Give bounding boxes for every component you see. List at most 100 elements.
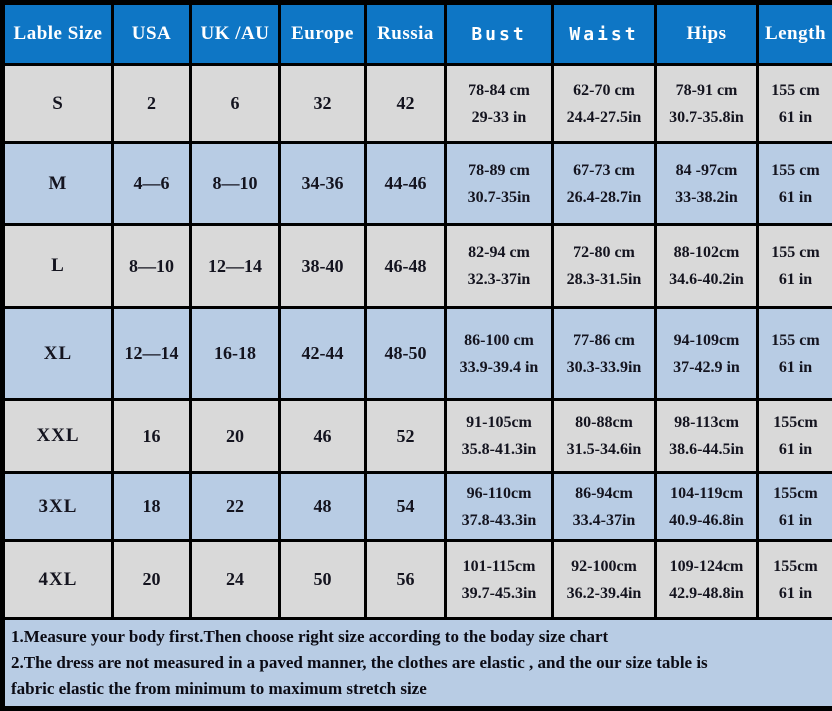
measurement-line: 37-42.9 in	[657, 354, 756, 381]
measurement-line: 61 in	[759, 580, 832, 607]
table-cell: 42	[366, 65, 446, 143]
measurement-line: 109-124cm	[657, 553, 756, 580]
table-cell: 46	[280, 400, 366, 473]
notes-cell: 1.Measure your body first.Then choose ri…	[3, 619, 832, 709]
table-cell: 56	[366, 541, 446, 619]
note-line: fabric elastic the from minimum to maxim…	[11, 676, 826, 702]
measurement-line: 30.7-35in	[447, 184, 551, 211]
table-cell: 8—10	[113, 225, 191, 308]
measurement-line: 80-88cm	[554, 409, 654, 436]
measurement-line: 61 in	[759, 436, 832, 463]
column-header: Europe	[280, 3, 366, 65]
measurement-line: 61 in	[759, 184, 832, 211]
measurement-line: 29-33 in	[447, 104, 551, 131]
table-cell: 4—6	[113, 143, 191, 225]
table-cell: 6	[191, 65, 280, 143]
measurement-line: 35.8-41.3in	[447, 436, 551, 463]
table-cell: 12—14	[191, 225, 280, 308]
measurement-line: 84 -97cm	[657, 157, 756, 184]
measurement-line: 101-115cm	[447, 553, 551, 580]
measurement-line: 155 cm	[759, 77, 832, 104]
measurement-line: 42.9-48.8in	[657, 580, 756, 607]
column-header: Lable Size	[3, 3, 113, 65]
table-cell: 48	[280, 473, 366, 541]
measurement-line: 92-100cm	[554, 553, 654, 580]
size-label-cell: XXL	[3, 400, 113, 473]
table-cell: 52	[366, 400, 446, 473]
column-header: Length	[758, 3, 832, 65]
measurement-line: 86-100 cm	[447, 327, 551, 354]
measurement-line: 155 cm	[759, 239, 832, 266]
table-cell: 46-48	[366, 225, 446, 308]
measurement-line: 61 in	[759, 104, 832, 131]
measurement-line: 30.3-33.9in	[554, 354, 654, 381]
size-label-cell: XL	[3, 308, 113, 400]
table-cell: 20	[191, 400, 280, 473]
table-cell: 44-46	[366, 143, 446, 225]
table-cell: 18	[113, 473, 191, 541]
measurement-line: 32.3-37in	[447, 266, 551, 293]
column-header: UK /AU	[191, 3, 280, 65]
measurement-line: 34.6-40.2in	[657, 266, 756, 293]
measurement-line: 91-105cm	[447, 409, 551, 436]
measurement-line: 104-119cm	[657, 480, 756, 507]
measurement-line: 155cm	[759, 409, 832, 436]
measurement-line: 155 cm	[759, 327, 832, 354]
note-line: 1.Measure your body first.Then choose ri…	[11, 624, 826, 650]
column-header: Bust	[446, 3, 553, 65]
measurement-line: 24.4-27.5in	[554, 104, 654, 131]
measurement-line: 61 in	[759, 507, 832, 534]
table-cell: 38-40	[280, 225, 366, 308]
measurement-line: 33.9-39.4 in	[447, 354, 551, 381]
measurement-line: 61 in	[759, 354, 832, 381]
table-cell: 42-44	[280, 308, 366, 400]
measurement-line: 37.8-43.3in	[447, 507, 551, 534]
measurement-line: 78-84 cm	[447, 77, 551, 104]
measurement-line: 78-91 cm	[657, 77, 756, 104]
measurement-line: 86-94cm	[554, 480, 654, 507]
measurement-line: 38.6-44.5in	[657, 436, 756, 463]
measurement-line: 40.9-46.8in	[657, 507, 756, 534]
measurement-line: 155 cm	[759, 157, 832, 184]
measurement-line: 155cm	[759, 480, 832, 507]
table-cell: 2	[113, 65, 191, 143]
table-cell: 34-36	[280, 143, 366, 225]
measurement-line: 94-109cm	[657, 327, 756, 354]
column-header: Waist	[553, 3, 656, 65]
table-cell: 16-18	[191, 308, 280, 400]
note-line: 2.The dress are not measured in a paved …	[11, 650, 826, 676]
table-cell: 12—14	[113, 308, 191, 400]
size-label-cell: 4XL	[3, 541, 113, 619]
table-cell: 24	[191, 541, 280, 619]
column-header: USA	[113, 3, 191, 65]
size-label-cell: S	[3, 65, 113, 143]
